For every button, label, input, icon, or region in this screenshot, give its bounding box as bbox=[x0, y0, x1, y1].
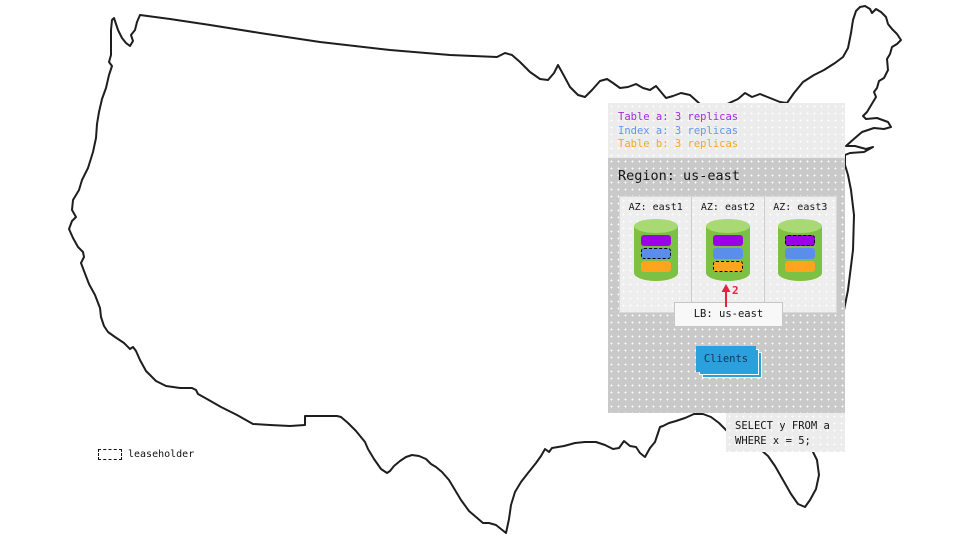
replica-index-a bbox=[640, 248, 671, 259]
leaseholder-label: leaseholder bbox=[128, 449, 195, 460]
replica-table-a bbox=[785, 235, 816, 246]
cylinder-top bbox=[778, 219, 823, 233]
replica-index-a bbox=[712, 248, 743, 259]
cylinder-top bbox=[633, 219, 678, 233]
az-column-east3: AZ: east3 bbox=[763, 197, 836, 312]
az-label: AZ: east3 bbox=[773, 202, 828, 213]
replica-bars bbox=[706, 235, 750, 274]
az-label: AZ: east2 bbox=[700, 202, 756, 213]
az-column-east1: AZ: east1 bbox=[620, 197, 691, 312]
replica-bars bbox=[778, 235, 822, 274]
db-node-cylinder bbox=[705, 219, 750, 281]
query-step-arrow: 2 bbox=[719, 284, 745, 308]
replica-table-b bbox=[640, 261, 671, 272]
sql-line-1: SELECT y FROM a bbox=[735, 420, 830, 432]
replica-table-b bbox=[785, 261, 816, 272]
legend-table-a: Table a: 3 replicas bbox=[618, 111, 739, 123]
replica-table-b bbox=[712, 261, 743, 272]
sql-query-box: SELECT y FROM a WHERE x = 5; bbox=[726, 413, 845, 452]
arrow-step-number: 2 bbox=[732, 284, 739, 297]
replica-table-a bbox=[640, 235, 671, 246]
replica-table-a bbox=[712, 235, 743, 246]
replica-index-a bbox=[785, 248, 816, 259]
leaseholder-legend: leaseholder bbox=[98, 449, 194, 460]
az-label: AZ: east1 bbox=[628, 202, 683, 213]
up-arrow-icon bbox=[721, 284, 731, 307]
sql-line-2: WHERE x = 5; bbox=[735, 434, 811, 447]
clients-stack: Clients bbox=[696, 346, 766, 382]
db-node-cylinder bbox=[778, 219, 823, 281]
replica-bars bbox=[634, 235, 678, 274]
az-container: AZ: east1 AZ: east2 bbox=[619, 196, 837, 313]
legend-table-b: Table b: 3 replicas bbox=[618, 138, 739, 150]
clients-box: Clients bbox=[696, 346, 756, 372]
replica-legend-panel: Table a: 3 replicas Index a: 3 replicas … bbox=[608, 103, 845, 158]
load-balancer-box: LB: us-east bbox=[674, 302, 783, 327]
legend-index-a: Index a: 3 replicas bbox=[618, 124, 739, 137]
az-column-east2: AZ: east2 bbox=[691, 197, 763, 312]
cylinder-top bbox=[705, 219, 750, 233]
region-title: Region: us-east bbox=[618, 168, 740, 184]
leaseholder-swatch bbox=[98, 449, 122, 460]
db-node-cylinder bbox=[633, 219, 678, 281]
